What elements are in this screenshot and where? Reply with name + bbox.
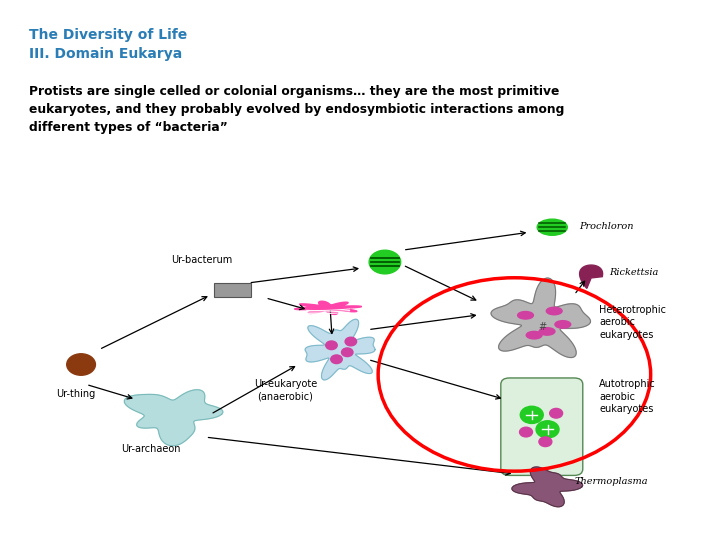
Ellipse shape <box>555 321 571 328</box>
Text: The Diversity of Life: The Diversity of Life <box>29 28 187 42</box>
Text: Protists are single celled or colonial organisms… they are the most primitive
eu: Protists are single celled or colonial o… <box>29 85 564 134</box>
Ellipse shape <box>546 307 562 315</box>
Polygon shape <box>294 301 361 314</box>
Text: III. Domain Eukarya: III. Domain Eukarya <box>29 47 182 61</box>
Polygon shape <box>125 390 222 446</box>
Text: Autotrophic
aerobic
eukaryotes: Autotrophic aerobic eukaryotes <box>599 380 656 414</box>
Polygon shape <box>305 319 375 380</box>
Polygon shape <box>491 278 590 357</box>
Circle shape <box>536 421 559 438</box>
Circle shape <box>67 354 96 375</box>
Circle shape <box>521 406 543 423</box>
Polygon shape <box>512 467 582 507</box>
Circle shape <box>330 355 342 363</box>
Circle shape <box>539 437 552 447</box>
Ellipse shape <box>526 332 542 339</box>
Circle shape <box>325 341 337 349</box>
Circle shape <box>345 338 356 346</box>
Text: Prochloron: Prochloron <box>579 222 634 231</box>
Text: Rickettsia: Rickettsia <box>609 268 658 277</box>
Text: Heterotrophic
aerobic
eukaryotes: Heterotrophic aerobic eukaryotes <box>599 305 666 340</box>
Ellipse shape <box>518 312 534 319</box>
Text: Ur-bacterum: Ur-bacterum <box>171 255 232 265</box>
Ellipse shape <box>539 328 555 335</box>
Ellipse shape <box>537 219 567 235</box>
Text: Thermoplasma: Thermoplasma <box>574 477 648 486</box>
Circle shape <box>520 427 533 437</box>
FancyBboxPatch shape <box>501 378 582 475</box>
Polygon shape <box>580 265 603 288</box>
Circle shape <box>549 408 562 418</box>
Text: Ur-thing: Ur-thing <box>56 389 96 400</box>
Text: Ur-archaeon: Ur-archaeon <box>121 444 181 454</box>
Text: #: # <box>539 322 546 332</box>
Text: Ur-eukaryote
(anaerobic): Ur-eukaryote (anaerobic) <box>253 380 317 402</box>
FancyBboxPatch shape <box>214 284 251 297</box>
Circle shape <box>369 250 401 274</box>
Circle shape <box>341 348 353 356</box>
